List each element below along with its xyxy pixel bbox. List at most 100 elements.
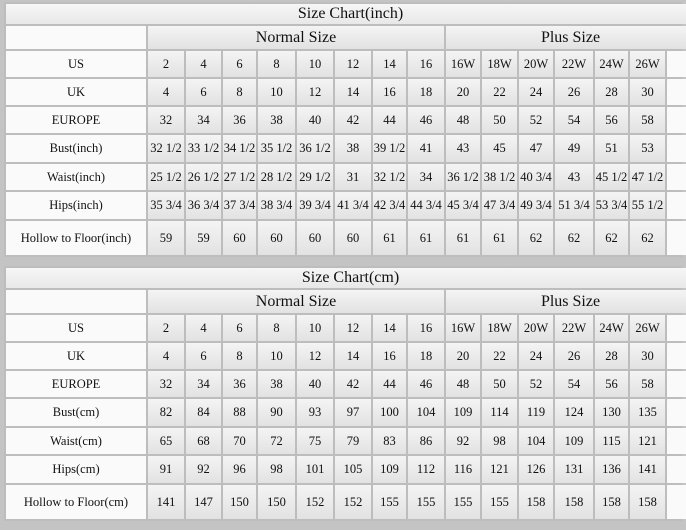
size-cell: 38 <box>258 107 295 133</box>
size-cell: 54 <box>555 107 593 133</box>
size-cell: 114 <box>482 399 517 426</box>
size-cell: 65 <box>148 428 184 454</box>
size-cell: 50 <box>482 107 517 133</box>
size-cell: 2 <box>148 51 184 77</box>
size-cell: 47 <box>519 135 553 162</box>
row-label: EUROPE <box>6 371 146 397</box>
size-cell: 86 <box>408 428 444 454</box>
chart-title: Size Chart(cm) <box>6 268 686 288</box>
size-cell: 52 <box>519 371 553 397</box>
size-cell: 92 <box>186 456 221 483</box>
size-cell: 61 <box>373 221 406 255</box>
group-plus-size: Plus Size <box>446 290 686 313</box>
size-cell: 59 <box>186 221 221 255</box>
size-cell: 70 <box>223 428 256 454</box>
size-cell: 33 1/2 <box>186 135 221 162</box>
table-row: Waist(cm) 65 68 70 72 75 79 83 86 92 98 104 109 115 12… <box>6 428 686 454</box>
size-cell: 141 <box>630 456 665 483</box>
size-cell: 45 <box>482 135 517 162</box>
size-cell: 109 <box>446 399 480 426</box>
size-cell: 16 <box>408 51 444 77</box>
size-cell: 60 <box>223 221 256 255</box>
corner-cell <box>6 26 146 49</box>
size-cell: 54 <box>555 371 593 397</box>
row-label: Hips(inch) <box>6 192 146 219</box>
size-cell: 109 <box>555 428 593 454</box>
size-cell: 36 1/2 <box>297 135 333 162</box>
size-cell: 91 <box>148 456 184 483</box>
size-chart-cm: Size Chart(cm) Normal Size Plus Size US 2 4 6 8… <box>4 266 686 521</box>
size-cell: 26W <box>630 51 665 77</box>
size-cell: 28 1/2 <box>258 164 295 190</box>
size-cell: 30 <box>630 79 665 105</box>
size-cell: 20 <box>446 343 480 369</box>
size-cell: 14 <box>335 343 371 369</box>
row-label: EUROPE <box>6 107 146 133</box>
size-cell: 109 <box>373 456 406 483</box>
size-cell: 44 <box>373 371 406 397</box>
size-cell: 14 <box>335 79 371 105</box>
size-cell: 16 <box>373 79 406 105</box>
size-cell: 104 <box>519 428 553 454</box>
table-row: UK 4 6 8 10 12 14 16 18 20 22 24 26 28 30 <box>6 343 686 369</box>
size-cell: 121 <box>630 428 665 454</box>
size-cell: 48 <box>446 371 480 397</box>
size-cell: 34 <box>186 107 221 133</box>
size-cell: 6 <box>186 79 221 105</box>
size-cell: 22 <box>482 343 517 369</box>
chart-title: Size Chart(inch) <box>6 4 686 24</box>
size-cell: 16 <box>408 315 444 341</box>
size-cell: 28 <box>595 343 628 369</box>
size-cell: 104 <box>408 399 444 426</box>
row-label: Bust(inch) <box>6 135 146 162</box>
empty-cell <box>667 192 686 219</box>
size-cell: 101 <box>297 456 333 483</box>
size-cell: 8 <box>223 79 256 105</box>
row-label: US <box>6 51 146 77</box>
size-cell: 115 <box>595 428 628 454</box>
size-cell: 26 <box>555 343 593 369</box>
size-cell: 75 <box>297 428 333 454</box>
size-cell: 83 <box>373 428 406 454</box>
table-row: EUROPE 32 34 36 38 40 42 44 46 48 50 52 54 56 58 <box>6 371 686 397</box>
size-cell: 42 <box>335 371 371 397</box>
empty-cell <box>667 79 686 105</box>
size-cell: 4 <box>148 79 184 105</box>
table-row: US 2 4 6 8 10 12 14 16 16W 18W 20W 22W 24W 26W <box>6 315 686 341</box>
empty-cell <box>667 221 686 255</box>
size-cell: 18W <box>482 51 517 77</box>
size-cell: 53 3/4 <box>595 192 628 219</box>
size-cell: 26W <box>630 315 665 341</box>
size-cell: 39 3/4 <box>297 192 333 219</box>
size-cell: 36 3/4 <box>186 192 221 219</box>
size-cell: 72 <box>258 428 295 454</box>
row-label: Bust(cm) <box>6 399 146 426</box>
size-cell: 158 <box>595 485 628 519</box>
size-cell: 24W <box>595 51 628 77</box>
size-cell: 62 <box>555 221 593 255</box>
size-cell: 36 <box>223 371 256 397</box>
size-cell: 152 <box>297 485 333 519</box>
row-label: Waist(inch) <box>6 164 146 190</box>
size-cell: 158 <box>555 485 593 519</box>
size-cell: 58 <box>630 371 665 397</box>
size-cell: 29 1/2 <box>297 164 333 190</box>
empty-cell <box>667 399 686 426</box>
size-cell: 30 <box>630 343 665 369</box>
size-cell: 20 <box>446 79 480 105</box>
size-cell: 112 <box>408 456 444 483</box>
size-cell: 26 1/2 <box>186 164 221 190</box>
table-row: Bust(cm) 82 84 88 90 93 97 100 104 109 114 119 124 13… <box>6 399 686 426</box>
size-cell: 42 <box>335 107 371 133</box>
size-cell: 49 3/4 <box>519 192 553 219</box>
empty-cell <box>667 315 686 341</box>
size-cell: 44 3/4 <box>408 192 444 219</box>
size-cell: 60 <box>258 221 295 255</box>
size-cell: 22W <box>555 315 593 341</box>
size-cell: 4 <box>148 343 184 369</box>
size-cell: 36 <box>223 107 256 133</box>
size-cell: 59 <box>148 221 184 255</box>
size-cell: 10 <box>297 51 333 77</box>
size-cell: 16W <box>446 315 480 341</box>
row-label: US <box>6 315 146 341</box>
